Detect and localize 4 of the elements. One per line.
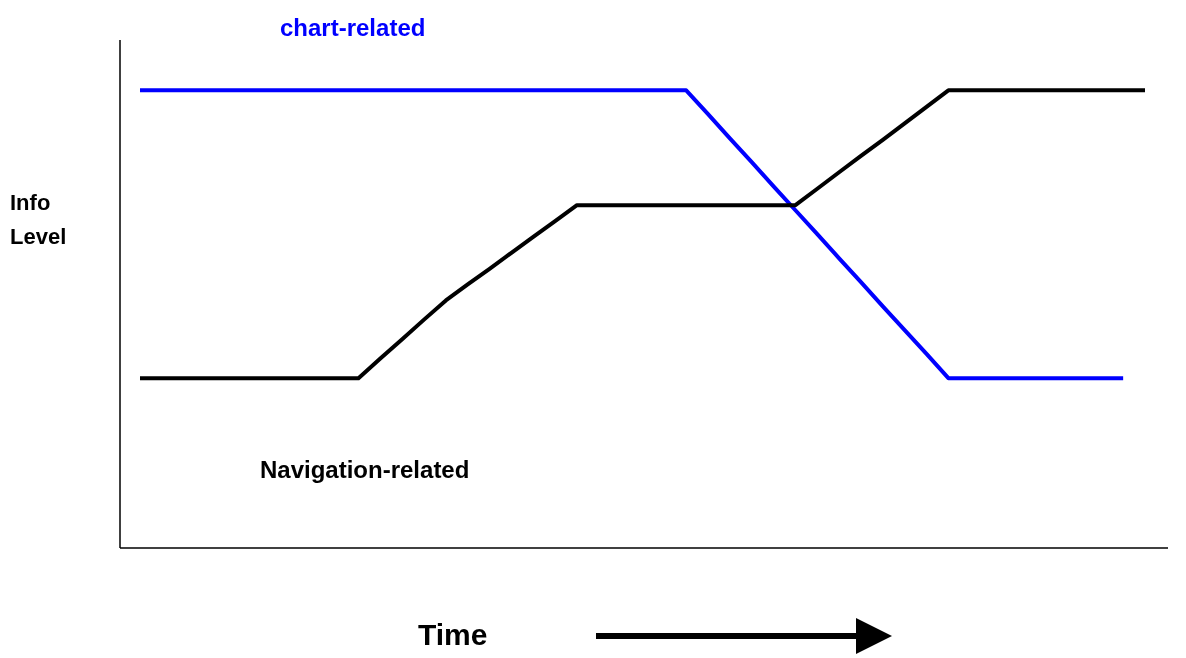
text: Navigation-related (260, 456, 470, 484)
x-axis-title: Time (418, 618, 488, 652)
text: chart-related (280, 14, 426, 42)
y-axis-title: Info Level (10, 189, 68, 251)
